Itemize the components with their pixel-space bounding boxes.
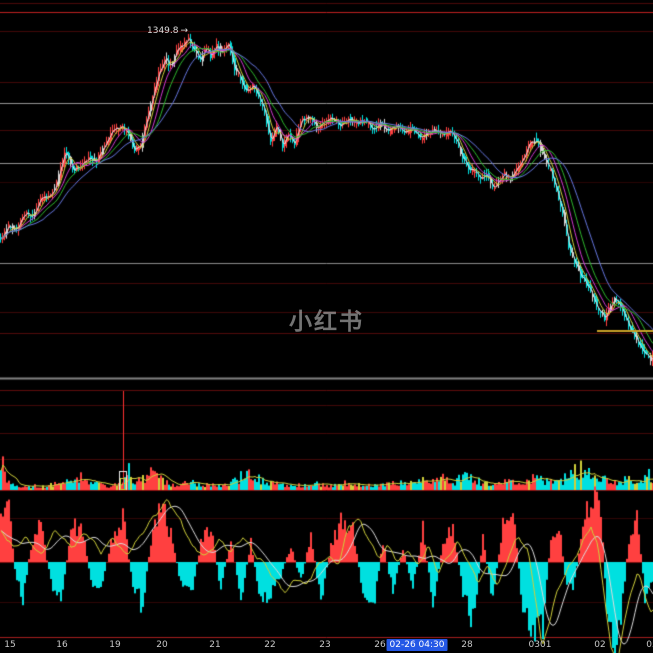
x-axis-label: 19	[109, 640, 121, 650]
x-axis-label: 21	[209, 640, 221, 650]
x-axis-label: 05	[646, 640, 653, 650]
peak-arrow-icon: →	[180, 26, 189, 36]
peak-price-label: 1349.8 →	[147, 26, 188, 36]
x-axis-label: 02	[594, 640, 606, 650]
peak-price-value: 1349.8	[147, 26, 179, 36]
x-axis-label: 22	[264, 640, 276, 650]
selected-time-badge: 02-26 04:30	[386, 639, 448, 651]
x-axis-label: 26	[374, 640, 386, 650]
x-axis-label: 28	[461, 640, 473, 650]
watermark-text: 小红书	[289, 309, 364, 335]
x-axis-label: 15	[4, 640, 16, 650]
x-axis-label: 20	[156, 640, 168, 650]
x-axis-label: 0301	[528, 640, 552, 650]
x-axis-label: 16	[56, 640, 68, 650]
x-axis-label: 23	[319, 640, 331, 650]
